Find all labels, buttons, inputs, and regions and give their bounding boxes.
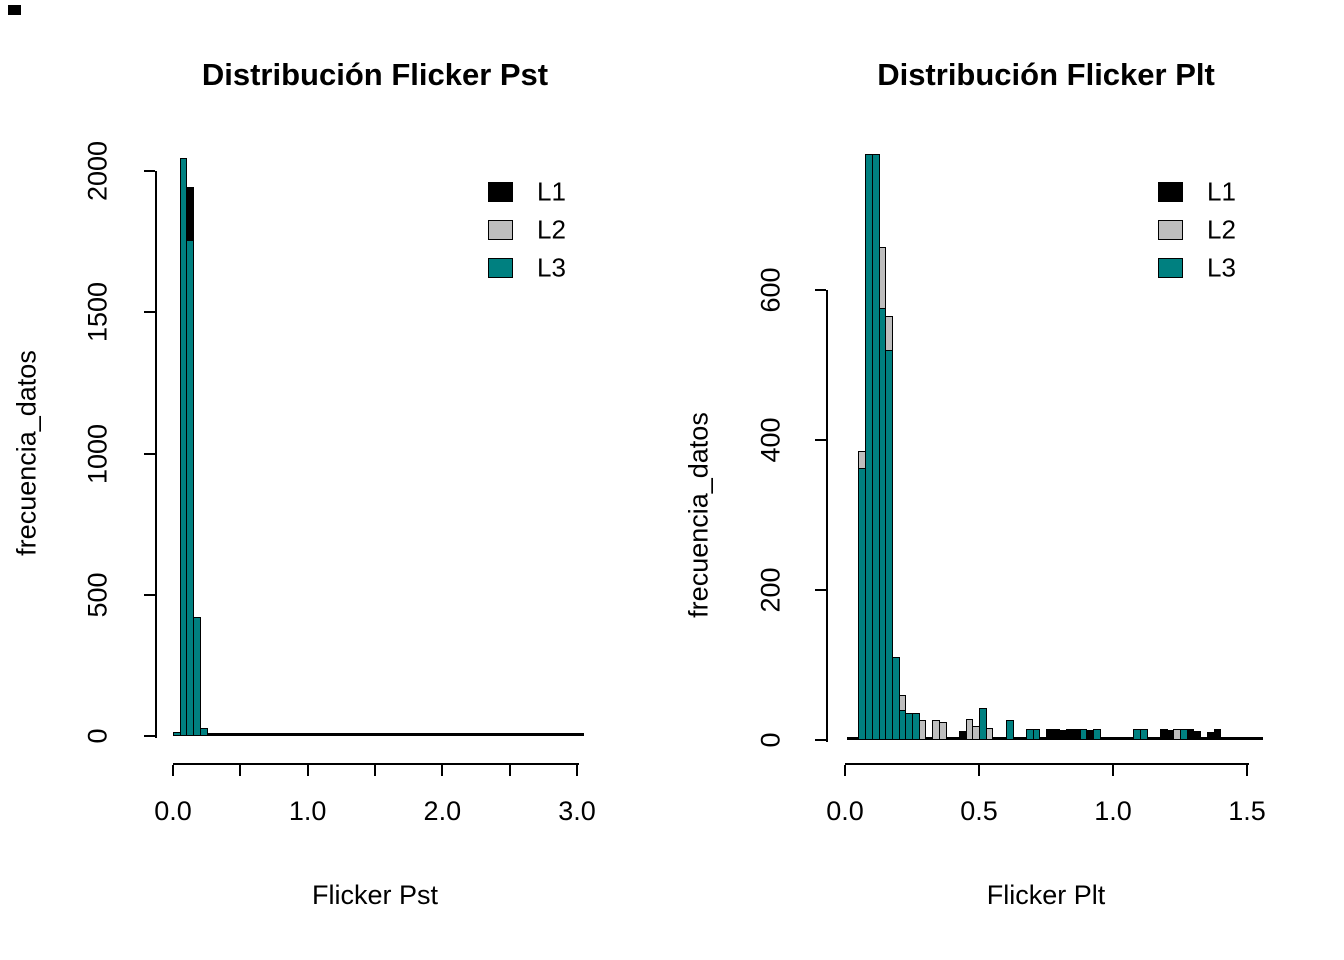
histogram-bar-l3 — [186, 240, 194, 736]
histogram-bar-l3 — [200, 728, 208, 736]
x-axis-label-pst: Flicker Pst — [311, 880, 439, 910]
histogram-bar-l3 — [193, 617, 201, 736]
x-axis-tick — [844, 765, 846, 776]
legend-swatch-l3 — [1158, 258, 1183, 278]
x-tick-label: 1.0 — [288, 796, 327, 826]
y-axis-tick — [144, 452, 155, 455]
y-axis-tick — [144, 593, 155, 596]
y-tick-label: 400 — [755, 417, 786, 463]
y-axis-line — [826, 290, 828, 742]
histogram-bar-l2 — [939, 722, 947, 740]
histogram-bar-l2 — [919, 720, 926, 740]
chart-title-pst: Distribución Flicker Pst — [201, 57, 549, 92]
stray-mark — [8, 5, 21, 15]
legend-label-l1: L1 — [537, 176, 566, 207]
y-tick-label: 200 — [755, 567, 786, 613]
histogram-bar-l3 — [1140, 729, 1148, 740]
legend-label-l2: L2 — [537, 214, 566, 245]
x-axis-tick — [1246, 765, 1248, 776]
x-axis-tick — [1112, 765, 1114, 776]
y-axis-tick — [815, 439, 826, 441]
x-tick-label: 0.5 — [960, 796, 998, 826]
histogram-bar-l3 — [1006, 720, 1014, 740]
x-tick-label: 1.5 — [1228, 796, 1266, 826]
x-axis-tick — [441, 765, 444, 776]
histogram-bar-l2 — [986, 728, 993, 740]
histogram-bar-l1 — [281, 733, 288, 736]
x-axis-tick — [374, 765, 376, 776]
x-tick-label: 0.0 — [826, 796, 864, 826]
y-axis-tick — [815, 739, 826, 741]
y-axis-line — [155, 171, 157, 738]
histogram-bar-l1 — [1214, 729, 1221, 740]
y-axis-tick — [815, 589, 826, 591]
legend-swatch-l2 — [488, 220, 513, 240]
x-tick-label: 1.0 — [1094, 796, 1132, 826]
x-axis-line — [173, 763, 579, 765]
legend-swatch-l1 — [488, 182, 513, 202]
histogram-bar-l1 — [254, 733, 262, 736]
legend-swatch-l1 — [1158, 182, 1183, 202]
legend-swatch-l3 — [488, 258, 513, 278]
legend-swatch-l2 — [1158, 220, 1183, 240]
chart-title-plt: Distribución Flicker Plt — [877, 57, 1215, 92]
x-tick-label: 0.0 — [154, 796, 192, 826]
y-axis-tick — [144, 311, 155, 314]
legend-label-l2: L2 — [1207, 214, 1236, 245]
y-axis-tick — [815, 289, 826, 291]
y-axis-tick — [144, 735, 155, 737]
histogram-bar-l3 — [1093, 729, 1101, 740]
x-tick-label: 3.0 — [558, 796, 596, 826]
x-axis-tick — [978, 765, 980, 776]
legend-label-l3: L3 — [537, 252, 566, 283]
x-axis-tick — [239, 765, 242, 776]
x-axis-line — [845, 763, 1249, 765]
x-axis-tick — [172, 765, 174, 776]
histogram-bar-l1 — [1193, 731, 1201, 740]
y-tick-label: 0 — [755, 732, 786, 748]
x-axis-tick — [576, 765, 578, 776]
y-tick-label: 600 — [755, 267, 786, 313]
histogram-bar-l3 — [885, 350, 893, 740]
histogram-bar-l3 — [1033, 729, 1040, 740]
y-axis-tick — [144, 170, 155, 172]
x-axis-tick — [306, 765, 309, 776]
x-tick-label: 2.0 — [423, 796, 462, 826]
histogram-baseline — [173, 733, 584, 736]
legend-label-l3: L3 — [1207, 252, 1236, 283]
x-axis-tick — [508, 765, 511, 776]
legend-label-l1: L1 — [1207, 176, 1236, 207]
x-axis-label-plt: Flicker Plt — [986, 880, 1106, 910]
y-axis-label-plt: frecuencia_datos — [683, 412, 714, 618]
histogram-bar-l3 — [979, 708, 987, 740]
